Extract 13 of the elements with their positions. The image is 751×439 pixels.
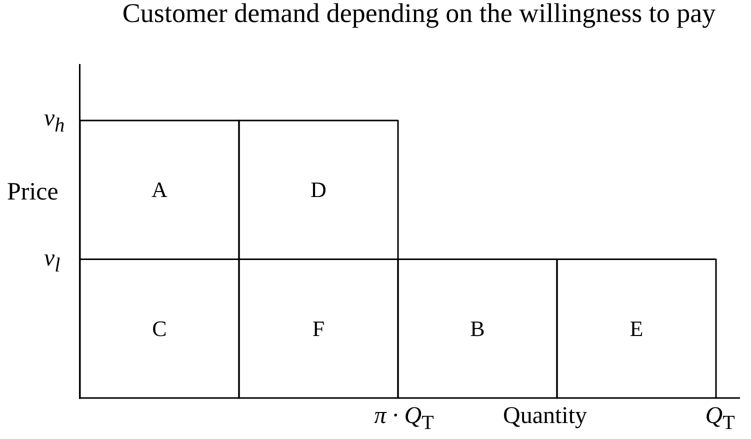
y-axis-title: Price [7, 178, 58, 206]
text: Q$_{T}$ [705, 403, 735, 434]
annotation: F [312, 316, 325, 341]
annotation: B [470, 316, 485, 341]
annotation: E [630, 316, 644, 341]
text: π · Q$_{T}$ [374, 403, 434, 434]
annotation: C [152, 316, 167, 341]
x-axis-title: Quantity [503, 403, 587, 429]
text: v$_{h}$ [44, 106, 65, 136]
chart-title: Customer demand depending on the willingness to pay [121, 0, 717, 28]
text: v$_{l}$ [44, 246, 60, 276]
annotation: A [152, 176, 168, 202]
annotation: D [310, 176, 326, 202]
